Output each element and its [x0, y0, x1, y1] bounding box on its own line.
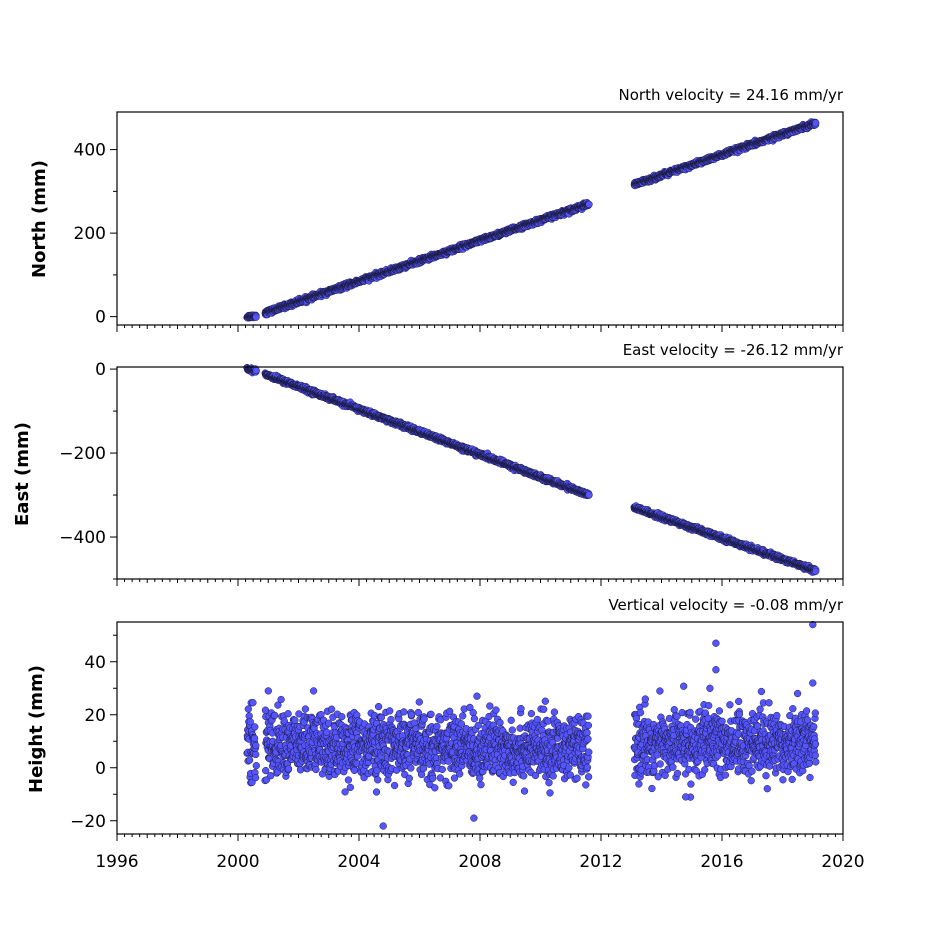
east-y-ticks: 0 −200 −400: [59, 360, 117, 580]
east-panel: East velocity = -26.12 mm/yr East (mm) 0…: [12, 341, 844, 586]
north-panel-ylabel: North (mm): [29, 160, 50, 278]
east-panel-ylabel: East (mm): [12, 422, 33, 526]
east-panel-title: East velocity = -26.12 mm/yr: [623, 341, 844, 359]
north-data-point: [812, 119, 820, 127]
north-y-ticks: 0 200 400: [74, 141, 117, 328]
east-y-tick-label: −400: [59, 528, 106, 548]
east-data-point: [812, 567, 820, 575]
east-y-tick-label: 0: [95, 360, 106, 380]
height-data-point: [244, 705, 252, 713]
north-panel: North velocity = 24.16 mm/yr North (mm) …: [29, 86, 844, 332]
north-axes-frame: [116, 111, 844, 326]
north-x-ticks: [116, 325, 844, 332]
height-points: [243, 620, 820, 830]
east-data-point: [585, 491, 593, 499]
east-data-point: [252, 366, 260, 375]
height-panel-ylabel: Height (mm): [26, 665, 47, 793]
north-points: [243, 118, 820, 322]
height-panel-title: Vertical velocity = -0.08 mm/yr: [608, 596, 843, 614]
east-x-ticks: [116, 579, 844, 586]
north-y-tick-label: 200: [74, 224, 106, 244]
north-data-point: [585, 200, 593, 208]
north-y-tick-label: 0: [95, 308, 106, 328]
north-panel-title: North velocity = 24.16 mm/yr: [619, 86, 844, 104]
east-points: [243, 364, 820, 576]
east-y-tick-label: −200: [59, 444, 106, 464]
north-y-tick-label: 400: [74, 141, 106, 161]
height-panel: Vertical velocity = -0.08 mm/yr Height (…: [26, 596, 865, 872]
north-data-point: [252, 313, 260, 321]
